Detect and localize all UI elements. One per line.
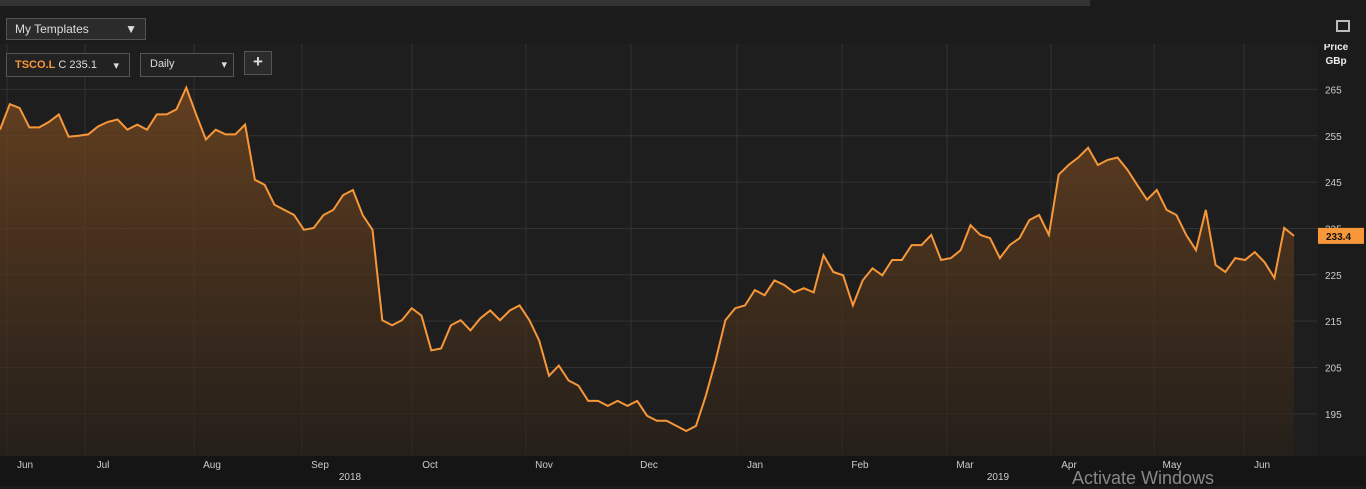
template-label: My Templates [15, 22, 89, 36]
add-button[interactable]: + [244, 51, 272, 75]
y-tick-label: 245 [1325, 178, 1342, 189]
y-tick-label: 225 [1325, 271, 1342, 282]
x-tick-label: Sep [311, 460, 329, 471]
x-tick-label: Jun [17, 460, 33, 471]
y-tick-label: 195 [1325, 410, 1342, 421]
ticker-box[interactable]: TSCO.L C 235.1 ▾ [6, 53, 130, 77]
x-group-label: 2019 [987, 472, 1010, 483]
chart: Price GBp 195205215225235245255265JunJul… [0, 44, 1366, 486]
x-tick-label: Oct [422, 460, 438, 471]
watermark: Activate Windows [1072, 468, 1215, 488]
y-axis-label: Price [1324, 44, 1349, 53]
close-value: 235.1 [69, 59, 97, 71]
x-axis-bg [0, 456, 1366, 486]
x-tick-label: Mar [956, 460, 974, 471]
x-tick-label: May [1163, 460, 1182, 471]
close-prefix: C [58, 59, 67, 71]
y-tick-label: 205 [1325, 363, 1342, 374]
x-tick-label: Aug [203, 460, 221, 471]
x-tick-label: Jun [1254, 460, 1270, 471]
last-price-tag [1318, 227, 1364, 244]
last-price-label: 233.4 [1326, 232, 1351, 243]
y-tick-label: 215 [1325, 317, 1342, 328]
x-tick-label: Feb [851, 460, 869, 471]
x-group-label: 2018 [339, 472, 362, 483]
ticker: TSCO.L [15, 59, 56, 71]
y-axis-unit: GBp [1325, 56, 1346, 67]
y-tick-label: 255 [1325, 132, 1342, 143]
x-tick-label: Apr [1061, 460, 1077, 471]
arrow: ▾ [221, 59, 227, 71]
interval-menu[interactable]: Daily ▾ [140, 53, 234, 77]
y-tick-label: 265 [1325, 85, 1342, 96]
x-tick-label: Dec [640, 460, 658, 471]
interval: Daily [150, 58, 175, 70]
arrow: ▼ [125, 22, 137, 36]
x-tick-label: Jul [97, 460, 110, 471]
x-tick-label: Jan [747, 460, 763, 471]
x-tick-label: Nov [535, 460, 553, 471]
arrow: ▾ [113, 60, 119, 72]
tab-bar [0, 0, 1090, 6]
price-line [0, 84, 1295, 433]
template-menu[interactable]: My Templates ▼ [6, 18, 146, 40]
print-icon[interactable] [1336, 20, 1350, 32]
area [0, 87, 1294, 456]
